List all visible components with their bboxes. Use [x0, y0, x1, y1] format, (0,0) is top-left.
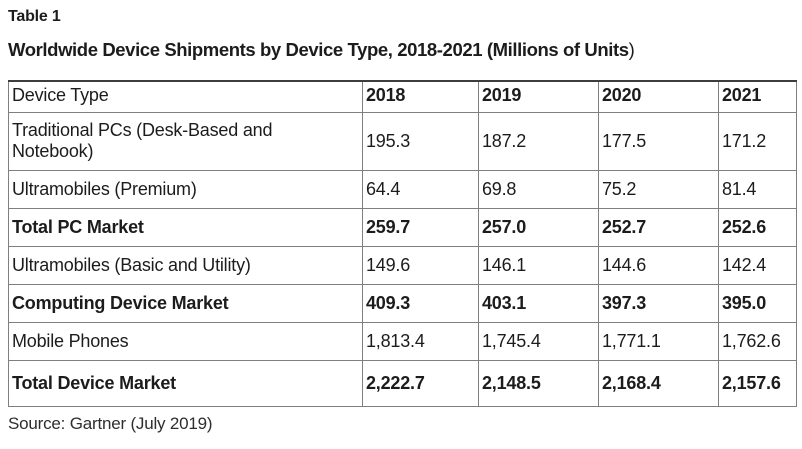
cell-value: 69.8 — [478, 169, 599, 209]
cell-value: 64.4 — [362, 169, 479, 209]
cell-value: 395.0 — [718, 283, 797, 323]
header-2019: 2019 — [478, 80, 599, 113]
cell-value: 1,771.1 — [598, 321, 719, 361]
table-row-traditional-pcs: Traditional PCs (Desk-Based and Notebook… — [8, 111, 797, 171]
cell-value: 81.4 — [718, 169, 797, 209]
header-2021: 2021 — [718, 80, 797, 113]
header-2020: 2020 — [598, 80, 719, 113]
cell-value: 252.6 — [718, 207, 797, 247]
row-label: Computing Device Market — [8, 283, 363, 323]
table-row-total-device-market: Total Device Market 2,222.7 2,148.5 2,16… — [8, 359, 797, 407]
row-label: Mobile Phones — [8, 321, 363, 361]
page-title-text: Worldwide Device Shipments by Device Typ… — [8, 39, 629, 60]
cell-value: 2,222.7 — [362, 359, 479, 407]
header-2018: 2018 — [362, 80, 479, 113]
cell-value: 252.7 — [598, 207, 719, 247]
cell-value: 2,148.5 — [478, 359, 599, 407]
table-label: Table 1 — [8, 8, 61, 25]
table-row-mobile-phones: Mobile Phones 1,813.4 1,745.4 1,771.1 1,… — [8, 321, 797, 361]
cell-value: 397.3 — [598, 283, 719, 323]
header-device-type: Device Type — [8, 80, 363, 113]
source-note: Source: Gartner (July 2019) — [8, 413, 213, 433]
row-label: Ultramobiles (Basic and Utility) — [8, 245, 363, 285]
cell-value: 2,157.6 — [718, 359, 797, 407]
cell-value: 403.1 — [478, 283, 599, 323]
cell-value: 195.3 — [362, 111, 479, 171]
table-row-ultramobiles-basic: Ultramobiles (Basic and Utility) 149.6 1… — [8, 245, 797, 285]
cell-value: 171.2 — [718, 111, 797, 171]
row-label: Total PC Market — [8, 207, 363, 247]
row-label: Traditional PCs (Desk-Based and Notebook… — [8, 111, 363, 171]
row-label: Total Device Market — [8, 359, 363, 407]
table-row-computing-device-market: Computing Device Market 409.3 403.1 397.… — [8, 283, 797, 323]
device-shipments-table: Device Type 2018 2019 2020 2021 Traditio… — [8, 80, 797, 407]
cell-value: 75.2 — [598, 169, 719, 209]
cell-value: 146.1 — [478, 245, 599, 285]
cell-value: 177.5 — [598, 111, 719, 171]
table-header-row: Device Type 2018 2019 2020 2021 — [8, 80, 797, 113]
page: Table 1 Worldwide Device Shipments by De… — [8, 8, 802, 433]
table-row-total-pc-market: Total PC Market 259.7 257.0 252.7 252.6 — [8, 207, 797, 247]
cell-value: 409.3 — [362, 283, 479, 323]
cell-value: 1,745.4 — [478, 321, 599, 361]
cell-value: 149.6 — [362, 245, 479, 285]
cell-value: 144.6 — [598, 245, 719, 285]
page-title-paren: ) — [628, 39, 635, 60]
row-label: Ultramobiles (Premium) — [8, 169, 363, 209]
cell-value: 2,168.4 — [598, 359, 719, 407]
page-title: Worldwide Device Shipments by Device Typ… — [8, 39, 802, 61]
cell-value: 187.2 — [478, 111, 599, 171]
cell-value: 259.7 — [362, 207, 479, 247]
cell-value: 1,813.4 — [362, 321, 479, 361]
table-row-ultramobiles-premium: Ultramobiles (Premium) 64.4 69.8 75.2 81… — [8, 169, 797, 209]
cell-value: 257.0 — [478, 207, 599, 247]
cell-value: 142.4 — [718, 245, 797, 285]
cell-value: 1,762.6 — [718, 321, 797, 361]
